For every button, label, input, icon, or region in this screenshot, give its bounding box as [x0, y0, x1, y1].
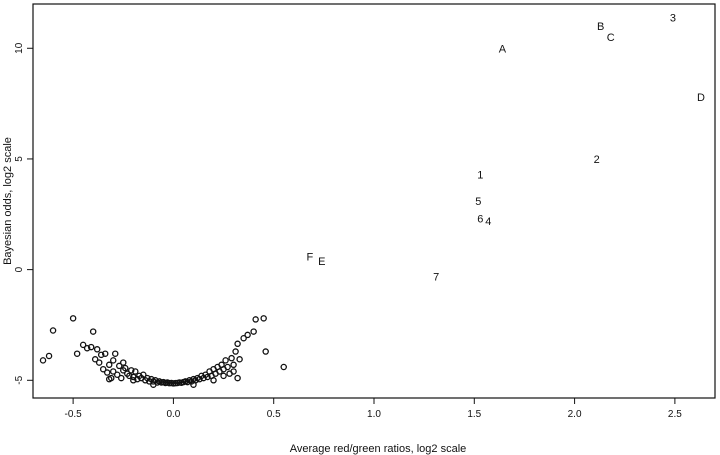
point-label: D — [697, 92, 705, 104]
data-point — [95, 359, 103, 366]
point-label: 6 — [477, 214, 483, 226]
data-point — [118, 374, 125, 382]
x-tick-label: 1.5 — [467, 409, 481, 420]
y-axis: -5 0 5 10 — [14, 42, 33, 385]
data-point — [97, 351, 105, 359]
data-point — [109, 368, 117, 375]
data-point — [99, 365, 107, 373]
data-point — [49, 327, 57, 334]
point-label: C — [607, 32, 615, 44]
x-tick-label: -0.5 — [65, 409, 83, 420]
data-point — [230, 361, 237, 369]
data-point — [89, 328, 97, 335]
data-point — [132, 368, 139, 375]
data-point — [210, 377, 217, 384]
x-axis: -0.5 0.0 0.5 1.0 1.5 2.0 2.5 — [65, 398, 682, 420]
x-tick-label: 2.0 — [568, 409, 582, 420]
data-point — [244, 331, 251, 339]
point-label: 3 — [670, 12, 676, 24]
y-tick-label: -5 — [14, 375, 25, 384]
data-point — [45, 352, 53, 360]
data-point — [236, 356, 243, 363]
data-point — [103, 369, 111, 376]
data-point — [234, 340, 241, 348]
data-point — [230, 368, 237, 375]
point-label: 4 — [485, 216, 491, 228]
data-point — [150, 381, 157, 388]
data-point — [111, 350, 119, 357]
point-label: 7 — [433, 271, 439, 283]
data-point — [109, 357, 117, 364]
data-point — [232, 348, 239, 355]
data-point — [69, 315, 77, 322]
data-point — [130, 377, 137, 384]
data-point — [250, 328, 257, 335]
x-tick-label: 0.5 — [267, 409, 281, 420]
data-point — [93, 346, 101, 353]
data-point — [87, 343, 95, 351]
data-point — [120, 359, 127, 366]
data-point — [91, 356, 99, 363]
x-tick-label: 1.0 — [367, 409, 381, 420]
data-point — [234, 374, 241, 382]
data-point — [79, 341, 87, 349]
y-tick-label: 0 — [14, 266, 25, 272]
data-point — [73, 350, 81, 357]
data-point — [260, 315, 267, 322]
point-label: A — [499, 43, 507, 55]
data-point — [228, 354, 235, 362]
point-label: 2 — [594, 154, 600, 166]
point-label: E — [318, 256, 325, 268]
labeled-points: A BC 3 D 2 1 5 6 4 F E 7 — [306, 12, 705, 283]
data-points — [39, 315, 287, 388]
point-label: 1 — [477, 169, 483, 181]
x-tick-label: 2.5 — [668, 409, 682, 420]
data-point — [222, 357, 229, 364]
data-point — [128, 367, 135, 374]
point-label: B — [597, 21, 604, 33]
x-axis-title: Average red/green ratios, log2 scale — [290, 443, 467, 455]
data-point — [224, 363, 231, 371]
data-point — [116, 362, 123, 370]
data-point — [262, 348, 269, 355]
data-point — [240, 334, 247, 342]
data-point — [140, 371, 147, 379]
data-point — [101, 350, 109, 357]
data-point — [280, 363, 287, 371]
y-axis-title: Bayesian odds, log2 scale — [2, 137, 14, 265]
x-tick-label: 0.0 — [166, 409, 180, 420]
data-point — [252, 316, 259, 323]
data-point — [122, 364, 129, 372]
data-point — [83, 344, 91, 352]
y-tick-label: 5 — [14, 156, 25, 162]
point-label: F — [306, 251, 313, 263]
data-point — [105, 375, 113, 383]
data-point — [39, 357, 47, 364]
point-label: 5 — [475, 196, 481, 208]
data-point — [220, 372, 227, 380]
data-point — [113, 371, 121, 379]
plot-frame — [32, 3, 716, 399]
data-point — [204, 373, 211, 381]
data-point — [105, 361, 113, 369]
y-tick-label: 10 — [14, 42, 25, 54]
data-point — [190, 381, 197, 388]
data-point — [126, 372, 133, 380]
